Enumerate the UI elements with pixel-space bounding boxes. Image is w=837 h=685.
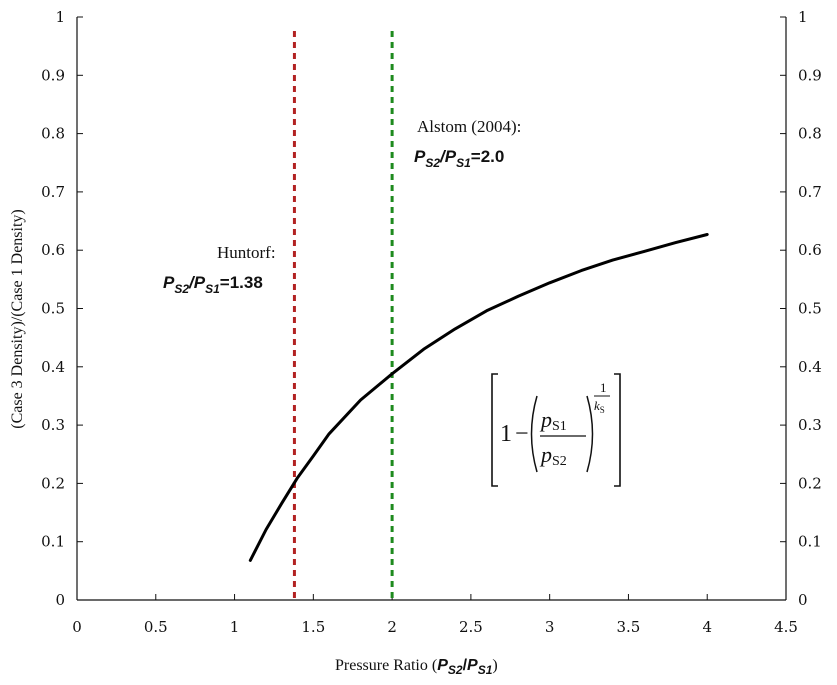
formula-exponent-denominator: kS — [594, 398, 605, 415]
y-tick-label-left: 0.8 — [41, 125, 65, 143]
x-tick-label: 3.5 — [617, 618, 641, 636]
series — [248, 233, 709, 562]
x-axis-title-paren-close: ) — [492, 657, 497, 674]
x-tick-label: 3 — [545, 618, 555, 636]
formula-denominator: pS2 — [539, 442, 567, 469]
plot-frame — [76, 17, 787, 601]
y-axis-title: (Case 3 Density)/(Case 1 Density) — [9, 209, 26, 429]
x-axis-title: Pressure Ratio (PS2/PS1) — [335, 657, 498, 677]
y-tick-label-right: 0.7 — [798, 183, 822, 201]
y-tick-label-left: 0.3 — [41, 416, 65, 434]
y-tick-label-right: 0.4 — [798, 358, 822, 376]
y-tick-label-left: 1 — [55, 8, 65, 26]
y-axis-left-ticks: 0 0.1 0.2 0.3 0.4 0.5 0.6 0.7 0.8 0.9 1 — [41, 8, 83, 609]
annotation-huntorf: Huntorf: PS2/PS1=1.38 — [163, 243, 276, 296]
y-tick-label-left: 0.7 — [41, 183, 65, 201]
x-axis-title-p1: P — [437, 657, 448, 674]
formula: 1 − pS1 pS2 1 kS — [491, 373, 621, 487]
formula-minus: − — [515, 421, 529, 447]
y-tick-label-right: 0.1 — [798, 533, 822, 551]
y-tick-label-right: 0.8 — [798, 125, 822, 143]
formula-exponent-numerator: 1 — [600, 380, 607, 395]
x-axis-title-sub2: S1 — [478, 663, 493, 677]
y-tick-label-left: 0.9 — [41, 66, 65, 84]
x-tick-label: 0 — [72, 618, 82, 636]
x-tick-label: 1.5 — [301, 618, 325, 636]
x-axis-title-sub1: S2 — [448, 663, 463, 677]
formula-left-paren — [530, 395, 538, 473]
x-axis-ticks: 0 0.5 1 1.5 2 2.5 3 3.5 4 4.5 — [72, 594, 798, 636]
y-tick-label-left: 0.6 — [41, 241, 65, 259]
y-tick-label-right: 0.2 — [798, 474, 822, 492]
x-tick-label: 0.5 — [144, 618, 168, 636]
y-tick-label-right: 0.5 — [798, 300, 822, 318]
x-tick-label: 4.5 — [774, 618, 798, 636]
annotation-huntorf-equation: PS2/PS1=1.38 — [163, 273, 263, 296]
x-axis-title-paren-open: ( — [432, 657, 437, 674]
y-tick-label-right: 0 — [798, 591, 808, 609]
y-tick-label-right: 0.9 — [798, 66, 822, 84]
x-tick-label: 2 — [387, 618, 397, 636]
reference-lines — [292, 31, 394, 600]
y-tick-label-left: 0.2 — [41, 474, 65, 492]
y-tick-label-right: 0.3 — [798, 416, 822, 434]
y-axis-right-ticks: 0 0.1 0.2 0.3 0.4 0.5 0.6 0.7 0.8 0.9 1 — [780, 8, 822, 609]
y-tick-label-right: 0.6 — [798, 241, 822, 259]
formula-right-paren — [586, 395, 594, 473]
x-tick-label: 2.5 — [459, 618, 483, 636]
formula-left-bracket — [491, 373, 498, 487]
x-axis-title-p2: P — [467, 657, 478, 674]
y-tick-label-left: 0.4 — [41, 358, 65, 376]
x-tick-label: 4 — [702, 618, 712, 636]
x-tick-label: 1 — [230, 618, 240, 636]
annotation-huntorf-title: Huntorf: — [217, 243, 276, 262]
density-ratio-curve — [248, 233, 709, 562]
y-tick-label-right: 1 — [798, 8, 808, 26]
x-axis-title-text: Pressure Ratio — [335, 657, 428, 674]
annotation-alstom-equation: PS2/PS1=2.0 — [414, 147, 504, 170]
annotation-alstom: Alstom (2004): PS2/PS1=2.0 — [414, 117, 521, 170]
y-tick-label-left: 0.5 — [41, 300, 65, 318]
formula-one: 1 — [500, 421, 512, 447]
formula-numerator: pS1 — [539, 407, 567, 434]
formula-right-bracket — [614, 373, 621, 487]
annotation-alstom-title: Alstom (2004): — [417, 117, 521, 136]
x-axis-title-slash: / — [463, 657, 468, 674]
y-tick-label-left: 0 — [55, 591, 65, 609]
y-tick-label-left: 0.1 — [41, 533, 65, 551]
